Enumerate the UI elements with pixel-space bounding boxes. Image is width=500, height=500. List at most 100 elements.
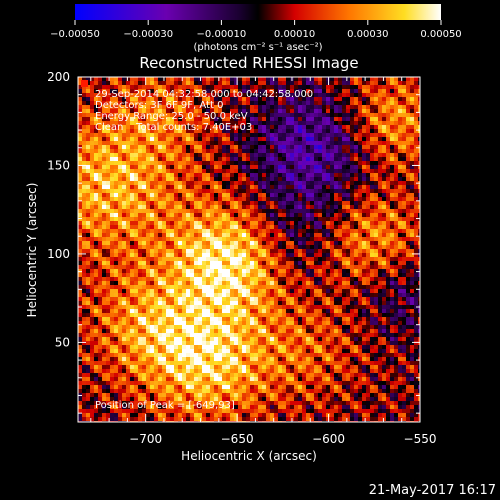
heatmap-cell bbox=[410, 205, 414, 209]
heatmap-cell bbox=[350, 253, 354, 257]
heatmap-cell bbox=[166, 81, 170, 85]
heatmap-cell bbox=[154, 205, 158, 209]
heatmap-cell bbox=[242, 257, 246, 261]
heatmap-cell bbox=[214, 217, 218, 221]
heatmap-cell bbox=[382, 273, 386, 277]
heatmap-cell bbox=[294, 241, 298, 245]
heatmap-cell bbox=[126, 93, 130, 97]
heatmap-cell bbox=[370, 273, 374, 277]
heatmap-cell bbox=[278, 257, 282, 261]
heatmap-cell bbox=[394, 253, 398, 257]
heatmap-cell bbox=[286, 293, 290, 297]
heatmap-cell bbox=[230, 105, 234, 109]
heatmap-cell bbox=[342, 105, 346, 109]
heatmap-cell bbox=[350, 233, 354, 237]
heatmap-cell bbox=[230, 189, 234, 193]
heatmap-cell bbox=[362, 133, 366, 137]
heatmap-cell bbox=[198, 121, 202, 125]
heatmap-cell bbox=[158, 257, 162, 261]
heatmap-cell bbox=[382, 169, 386, 173]
heatmap-cell bbox=[338, 97, 342, 101]
heatmap-cell bbox=[258, 209, 262, 213]
heatmap-cell bbox=[118, 101, 122, 105]
heatmap-cell bbox=[158, 201, 162, 205]
heatmap-cell bbox=[238, 165, 242, 169]
heatmap-cell bbox=[126, 117, 130, 121]
heatmap-cell bbox=[134, 217, 138, 221]
heatmap-cell bbox=[326, 293, 330, 297]
heatmap-cell bbox=[190, 117, 194, 121]
heatmap-cell bbox=[198, 201, 202, 205]
heatmap-cell bbox=[242, 145, 246, 149]
heatmap-cell bbox=[90, 213, 94, 217]
heatmap-cell bbox=[222, 93, 226, 97]
heatmap-cell bbox=[310, 253, 314, 257]
heatmap-cell bbox=[322, 225, 326, 229]
heatmap-cell bbox=[226, 89, 230, 93]
heatmap-cell bbox=[210, 93, 214, 97]
heatmap-cell bbox=[354, 81, 358, 85]
heatmap-cell bbox=[206, 241, 210, 245]
heatmap-cell bbox=[282, 277, 286, 281]
heatmap-cell bbox=[358, 257, 362, 261]
heatmap-cell bbox=[102, 145, 106, 149]
heatmap-cell bbox=[414, 237, 418, 241]
heatmap-cell bbox=[150, 149, 154, 153]
heatmap-cell bbox=[218, 169, 222, 173]
heatmap-cell bbox=[286, 101, 290, 105]
heatmap-cell bbox=[334, 225, 338, 229]
heatmap-cell bbox=[374, 85, 378, 89]
heatmap-cell bbox=[258, 249, 262, 253]
heatmap-cell bbox=[378, 289, 382, 293]
heatmap-cell bbox=[186, 281, 190, 285]
heatmap-cell bbox=[410, 153, 414, 157]
heatmap-cell bbox=[134, 261, 138, 265]
heatmap-cell bbox=[238, 153, 242, 157]
heatmap-cell bbox=[230, 137, 234, 141]
heatmap-cell bbox=[306, 161, 310, 165]
heatmap-cell bbox=[162, 217, 166, 221]
heatmap-cell bbox=[94, 197, 98, 201]
heatmap-cell bbox=[310, 173, 314, 177]
heatmap-cell bbox=[286, 213, 290, 217]
heatmap-cell bbox=[350, 125, 354, 129]
heatmap-cell bbox=[138, 213, 142, 217]
heatmap-cell bbox=[374, 209, 378, 213]
heatmap-cell bbox=[150, 217, 154, 221]
heatmap-cell bbox=[322, 89, 326, 93]
heatmap-cell bbox=[170, 209, 174, 213]
heatmap-cell bbox=[398, 233, 402, 237]
heatmap-cell bbox=[310, 297, 314, 301]
heatmap-cell bbox=[294, 213, 298, 217]
heatmap-cell bbox=[154, 225, 158, 229]
heatmap-cell bbox=[402, 97, 406, 101]
heatmap-cell bbox=[398, 157, 402, 161]
heatmap-cell bbox=[362, 161, 366, 165]
heatmap-cell bbox=[186, 161, 190, 165]
heatmap-cell bbox=[166, 237, 170, 241]
heatmap-cell bbox=[102, 125, 106, 129]
heatmap-cell bbox=[346, 117, 350, 121]
heatmap-cell bbox=[114, 277, 118, 281]
heatmap-cell bbox=[154, 77, 158, 81]
heatmap-cell bbox=[178, 129, 182, 133]
heatmap-cell bbox=[202, 237, 206, 241]
heatmap-cell bbox=[258, 289, 262, 293]
heatmap-cell bbox=[290, 85, 294, 89]
heatmap-cell bbox=[118, 245, 122, 249]
heatmap-cell bbox=[266, 89, 270, 93]
heatmap-cell bbox=[126, 165, 130, 169]
heatmap-cell bbox=[294, 221, 298, 225]
heatmap-cell bbox=[234, 93, 238, 97]
colorbar-tick-label: 0.00030 bbox=[347, 29, 388, 40]
heatmap-cell bbox=[158, 125, 162, 129]
heatmap-cell bbox=[86, 89, 90, 93]
heatmap-cell bbox=[410, 229, 414, 233]
heatmap-cell bbox=[94, 85, 98, 89]
heatmap-cell bbox=[210, 245, 214, 249]
heatmap-cell bbox=[418, 165, 420, 169]
heatmap-cell bbox=[242, 177, 246, 181]
heatmap-cell bbox=[302, 189, 306, 193]
heatmap-cell bbox=[146, 105, 150, 109]
heatmap-cell bbox=[78, 249, 82, 253]
